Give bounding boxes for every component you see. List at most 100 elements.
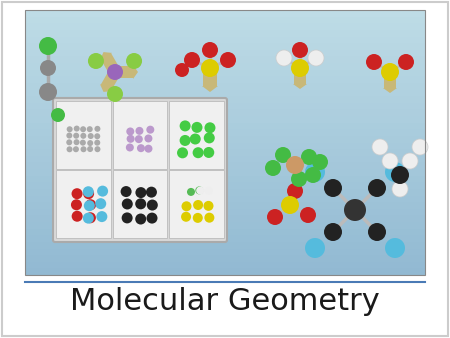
Circle shape [204, 213, 214, 223]
Bar [25, 262, 425, 268]
Circle shape [312, 154, 328, 170]
Circle shape [372, 139, 388, 155]
Bar [25, 248, 425, 255]
Circle shape [87, 126, 93, 132]
Bar [25, 43, 425, 50]
Bar [25, 136, 425, 143]
Circle shape [137, 144, 145, 152]
Circle shape [181, 212, 191, 222]
Circle shape [94, 126, 100, 132]
Bar [25, 156, 425, 162]
Bar [25, 10, 425, 17]
Circle shape [381, 63, 399, 81]
Bar [25, 17, 425, 23]
Circle shape [144, 145, 153, 153]
Circle shape [368, 223, 386, 241]
Circle shape [220, 52, 236, 68]
Circle shape [147, 213, 158, 224]
Circle shape [72, 188, 82, 199]
Circle shape [87, 146, 93, 152]
Circle shape [398, 54, 414, 70]
Circle shape [94, 140, 100, 146]
Bar [25, 209, 425, 215]
Circle shape [73, 139, 80, 145]
Bar [25, 143, 425, 149]
Circle shape [291, 171, 307, 187]
Bar [25, 110, 425, 116]
Circle shape [286, 156, 304, 174]
Bar [169, 101, 224, 169]
Bar [169, 170, 224, 238]
Circle shape [181, 201, 192, 211]
Circle shape [66, 139, 72, 145]
Circle shape [177, 147, 188, 158]
Bar [25, 63, 425, 70]
Circle shape [193, 147, 203, 158]
FancyArrow shape [293, 70, 307, 89]
Bar [25, 268, 425, 275]
Circle shape [265, 160, 281, 176]
Circle shape [281, 196, 299, 214]
Circle shape [205, 187, 213, 195]
Circle shape [291, 59, 309, 77]
Circle shape [267, 209, 283, 225]
Circle shape [344, 199, 366, 221]
Circle shape [392, 181, 408, 197]
Circle shape [305, 167, 321, 183]
Bar [25, 37, 425, 43]
Circle shape [146, 126, 154, 134]
Circle shape [147, 199, 158, 211]
Circle shape [308, 50, 324, 66]
Circle shape [144, 135, 153, 143]
Circle shape [193, 213, 203, 223]
Circle shape [412, 139, 428, 155]
Circle shape [135, 198, 146, 209]
Circle shape [126, 127, 134, 136]
FancyArrow shape [383, 74, 397, 93]
Circle shape [88, 53, 104, 69]
Text: Molecular Geometry: Molecular Geometry [70, 288, 380, 316]
Circle shape [83, 188, 94, 199]
Circle shape [66, 132, 72, 139]
Circle shape [366, 54, 382, 70]
Circle shape [195, 186, 203, 194]
Circle shape [96, 211, 108, 222]
Circle shape [73, 133, 79, 139]
Circle shape [184, 52, 200, 68]
Circle shape [292, 42, 308, 58]
Circle shape [67, 146, 72, 152]
Circle shape [324, 179, 342, 197]
Bar [25, 30, 425, 37]
Circle shape [196, 187, 204, 195]
Circle shape [146, 187, 157, 198]
Bar [56, 101, 111, 169]
Circle shape [135, 214, 146, 224]
Circle shape [287, 183, 303, 199]
FancyArrow shape [202, 70, 218, 92]
Circle shape [201, 59, 219, 77]
Circle shape [135, 135, 143, 143]
Circle shape [305, 162, 325, 182]
Circle shape [385, 162, 405, 182]
Circle shape [74, 126, 80, 131]
Circle shape [305, 238, 325, 258]
FancyArrow shape [115, 65, 138, 79]
Circle shape [122, 212, 133, 223]
Circle shape [126, 144, 134, 151]
Circle shape [94, 133, 100, 139]
Circle shape [39, 83, 57, 101]
Bar [25, 50, 425, 56]
Circle shape [382, 153, 398, 169]
Circle shape [71, 199, 82, 210]
Circle shape [324, 223, 342, 241]
Circle shape [122, 198, 133, 210]
Circle shape [190, 134, 201, 145]
Circle shape [85, 199, 96, 210]
Circle shape [81, 133, 86, 139]
Circle shape [275, 147, 291, 163]
Bar [25, 176, 425, 182]
Circle shape [202, 42, 218, 58]
Bar [25, 123, 425, 129]
Circle shape [135, 187, 146, 198]
Circle shape [204, 132, 215, 143]
